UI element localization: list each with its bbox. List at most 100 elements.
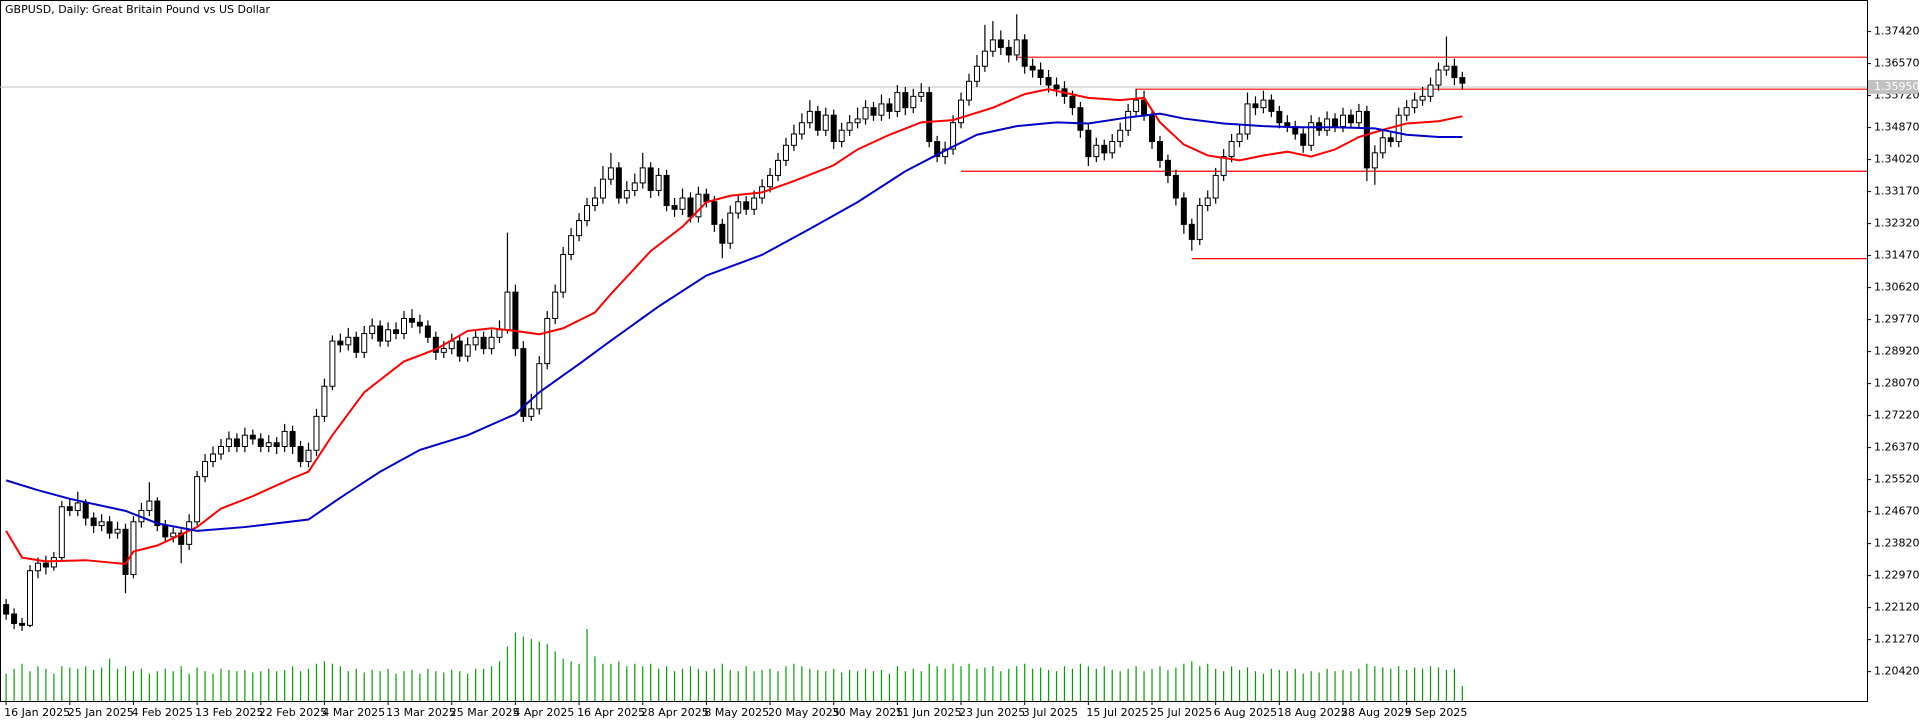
y-tick-label: 1.28920 [1874,345,1920,358]
candle-body [767,174,774,188]
candle-body [1363,110,1370,169]
y-tick-label: 1.25520 [1874,473,1920,486]
y-tick-label: 1.22970 [1874,569,1920,582]
candle-body [1332,118,1339,127]
candle-body [870,107,877,116]
y-tick-label: 1.34020 [1874,153,1920,166]
y-tick-label: 1.24670 [1874,505,1920,518]
candle-body [584,205,591,222]
candle-body [973,65,980,82]
candle-body [790,133,797,146]
candle-body [313,415,320,451]
candle-body [58,506,65,559]
candle-body [106,521,113,534]
candle-body [480,336,487,350]
candle-body [114,528,121,534]
candle-body [798,122,805,135]
candle-body [98,521,105,527]
candle-body [1308,122,1315,146]
candle-body [735,201,742,214]
x-tick-label: 4 Mar 2025 [322,706,385,719]
candle-body [329,340,336,387]
candle-body [671,205,678,210]
x-tick-label: 3 Jul 2025 [1023,706,1078,719]
candle-body [687,197,694,218]
candle-body [1101,144,1108,154]
candle-body [647,167,654,191]
candle-body [727,212,734,244]
candle-body [1093,144,1100,158]
candle-body [217,445,224,455]
candle-body [472,336,479,346]
candle-body [1013,39,1020,56]
candle-body [504,291,511,331]
candle-body [1077,107,1084,131]
candle-body [1212,174,1219,199]
candle-body [711,201,718,225]
candle-body [170,532,177,538]
y-tick-label: 1.30620 [1874,281,1920,294]
y-tick-label: 1.32320 [1874,217,1920,230]
candle-body [26,570,33,626]
x-tick-label: 28 Apr 2025 [641,706,709,719]
candle-body [838,129,845,143]
candle-body [369,325,376,335]
candle-body [623,189,630,199]
candle-body [1403,107,1410,116]
candle-body [1133,99,1140,112]
candle-body [257,438,264,447]
candle-body [34,562,41,572]
candle-body [782,144,789,161]
candle-body [1347,114,1354,124]
candle-body [607,167,614,180]
candle-body [194,476,201,523]
candle-body [639,167,646,184]
candle-body [440,348,447,353]
candle-body [1355,110,1362,124]
candle-body [424,325,431,338]
candle-body [1268,99,1275,112]
candle-body [19,622,26,626]
candle-body [42,562,49,568]
candle-body [743,201,750,210]
candle-body [894,92,901,112]
candle-body [544,317,551,365]
candle-body [997,39,1004,48]
candle-body [910,95,917,109]
plot-frame [0,0,1868,702]
price-label: 1.35950 [1874,80,1920,93]
x-tick-label: 25 Mar 2025 [450,706,520,719]
x-tick-label: 11 Jun 2025 [895,706,961,719]
candle-body [1300,133,1307,146]
candle-body [886,103,893,112]
chart-subtitle: Great Britain Pound vs US Dollar [92,3,271,16]
candle-body [854,118,861,124]
candle-body [297,445,304,463]
candle-body [878,103,885,116]
candle-body [679,197,686,210]
candle-body [154,500,161,527]
candle-body [225,438,232,447]
candle-body [361,333,368,353]
x-tick-label: 15 Jul 2025 [1086,706,1148,719]
candle-body [599,178,606,199]
x-tick-label: 16 Jan 2025 [4,706,70,719]
candle-body [432,336,439,353]
candle-body [1188,223,1195,240]
candle-body [552,291,559,319]
candle-body [1180,197,1187,225]
candle-body [1260,99,1267,109]
candle-body [560,253,567,293]
candle-body [122,528,129,575]
x-tick-label: 13 Mar 2025 [386,706,456,719]
x-tick-label: 22 Feb 2025 [259,706,327,719]
moving-average [5,112,1463,532]
x-tick-label: 25 Jul 2025 [1150,706,1212,719]
candle-body [1125,110,1132,131]
candle-body [11,613,18,624]
candle-body [289,430,296,447]
candle-body [1451,65,1458,79]
candle-body [981,50,988,67]
x-tick-label: 8 May 2025 [704,706,769,719]
moving-average [5,88,1463,566]
